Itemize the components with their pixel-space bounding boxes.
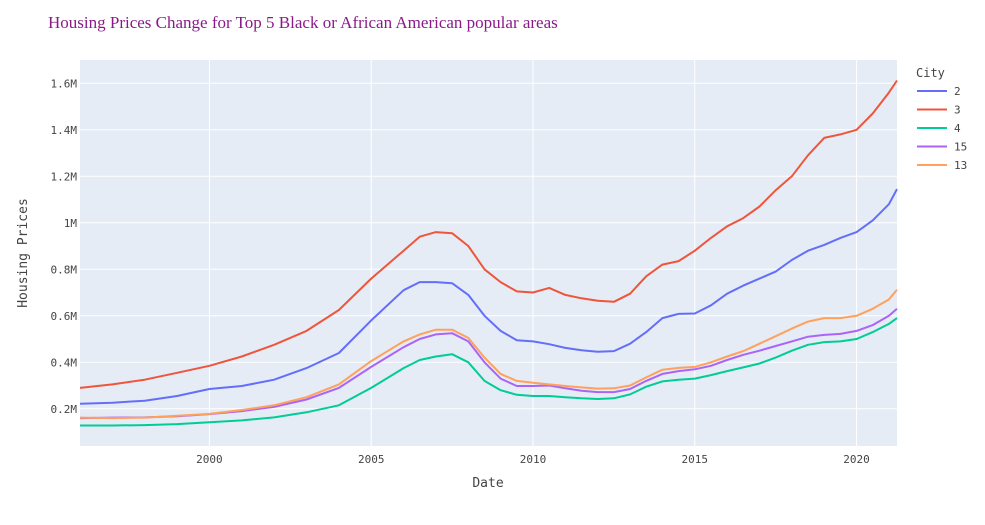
legend-label-13[interactable]: 13: [954, 159, 967, 172]
legend-label-4[interactable]: 4: [954, 122, 961, 135]
series-line-15[interactable]: [79, 308, 898, 420]
y-tick-label: 0.8M: [51, 263, 78, 276]
x-tick-label: 2010: [520, 453, 547, 466]
y-tick-label: 0.6M: [51, 310, 78, 323]
y-tick-label: 1.4M: [51, 124, 78, 137]
legend: City 2 3 4 15 13: [916, 66, 967, 172]
chart-title: Housing Prices Change for Top 5 Black or…: [48, 13, 558, 32]
series-line-13[interactable]: [79, 289, 898, 420]
legend-label-15[interactable]: 15: [954, 141, 967, 154]
plot-background: [80, 60, 897, 446]
y-tick-label: 1.2M: [51, 170, 78, 183]
series-line-2[interactable]: [79, 188, 898, 405]
series-line-3[interactable]: [79, 79, 898, 389]
x-axis-title: Date: [472, 476, 503, 491]
legend-title: City: [916, 66, 945, 80]
y-axis-title: Housing Prices: [16, 198, 31, 308]
x-tick-label: 2000: [196, 453, 223, 466]
y-tick-label: 0.4M: [51, 356, 78, 369]
x-tick-label: 2020: [843, 453, 870, 466]
legend-label-2[interactable]: 2: [954, 85, 961, 98]
x-tick-labels: 2000 2005 2010 2015 2020: [196, 453, 870, 466]
y-tick-label: 0.2M: [51, 403, 78, 416]
x-gridlines: [208, 60, 858, 446]
y-tick-label: 1M: [64, 217, 78, 230]
y-tick-labels: 0.2M 0.4M 0.6M 0.8M 1M 1.2M 1.4M 1.6M: [51, 77, 78, 416]
legend-label-3[interactable]: 3: [954, 104, 961, 117]
series-line-4[interactable]: [80, 317, 898, 427]
y-tick-label: 1.6M: [51, 77, 78, 90]
series-lines: [79, 79, 898, 427]
x-tick-label: 2005: [358, 453, 385, 466]
x-tick-label: 2015: [682, 453, 709, 466]
